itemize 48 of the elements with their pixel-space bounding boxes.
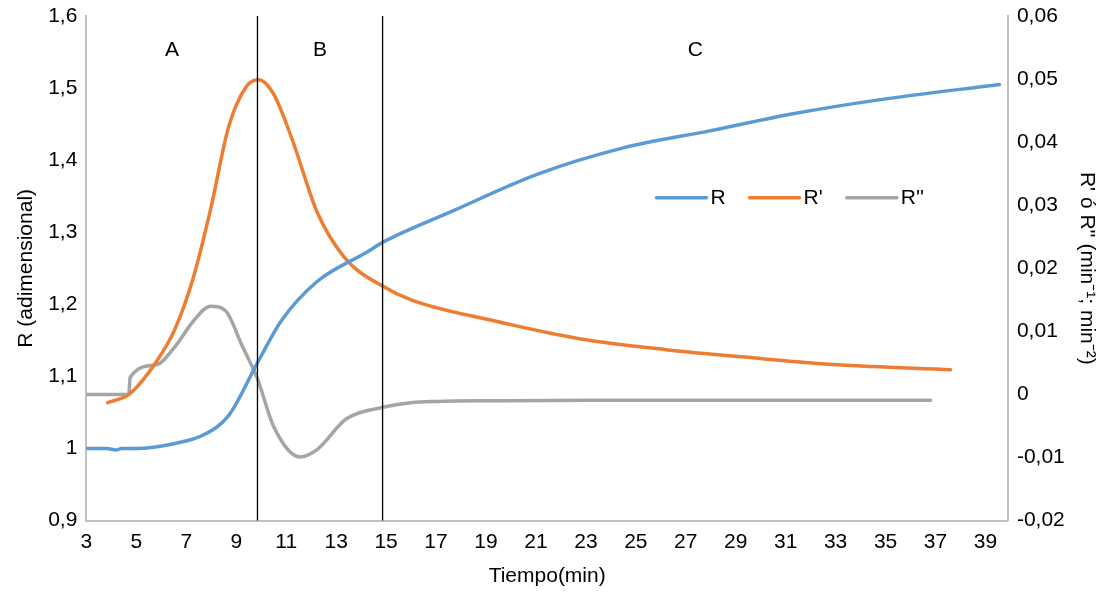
y2-tick-label: 0,05 xyxy=(1016,65,1058,89)
x-tick-label: 13 xyxy=(324,529,348,552)
y2-tick-label: 0,01 xyxy=(1016,318,1058,342)
line-series xyxy=(105,77,953,405)
line-series xyxy=(86,304,933,459)
x-tick-label: 23 xyxy=(574,529,598,552)
legend-label: R' xyxy=(803,185,823,209)
y-tick-label: 1,3 xyxy=(48,219,78,243)
y2-axis-title: R' ó R'' (min⁻¹; min⁻²) xyxy=(1076,171,1100,365)
x-tick-label: 5 xyxy=(130,529,143,552)
x-tick-label: 33 xyxy=(823,529,848,552)
y2-tick-label: 0,03 xyxy=(1016,192,1058,216)
x-tick-label: 7 xyxy=(180,529,193,552)
legend-label: R xyxy=(710,185,726,209)
x-tick-label: 11 xyxy=(275,529,298,552)
x-tick-label: 3 xyxy=(80,529,93,552)
line-series xyxy=(86,82,1002,452)
legend-label: R'' xyxy=(900,185,924,209)
x-tick-label: 31 xyxy=(773,529,798,552)
y-tick-label: 1,1 xyxy=(48,363,78,387)
x-tick-label: 17 xyxy=(424,529,448,552)
y2-tick-label: -0,01 xyxy=(1016,444,1065,468)
y-axis-title: R (adimensional) xyxy=(13,188,37,348)
x-tick-label: 19 xyxy=(474,529,498,552)
x-tick-label: 15 xyxy=(374,529,398,552)
y2-tick-label: 0,06 xyxy=(1016,2,1058,26)
y-tick-label: 1,2 xyxy=(48,291,78,315)
annotation: B xyxy=(313,36,328,60)
x-tick-label: 39 xyxy=(973,529,998,552)
annotation: C xyxy=(687,36,703,60)
x-tick-label: 37 xyxy=(923,529,948,552)
x-tick-label: 21 xyxy=(524,529,548,552)
y2-tick-label: -0,02 xyxy=(1016,507,1065,531)
x-tick-label: 29 xyxy=(724,529,748,552)
y-tick-label: 1,4 xyxy=(48,146,78,170)
y-tick-label: 1,5 xyxy=(48,74,78,98)
y-tick-label: 0,9 xyxy=(48,507,78,531)
x-tick-label: 25 xyxy=(624,529,648,552)
y-tick-label: 1 xyxy=(65,435,78,459)
y-tick-label: 1,6 xyxy=(48,2,78,26)
x-tick-label: 35 xyxy=(873,529,898,552)
y2-tick-label: 0,04 xyxy=(1016,128,1059,152)
x-tick-label: 27 xyxy=(674,529,698,552)
y2-tick-label: 0 xyxy=(1016,381,1029,405)
annotation: A xyxy=(164,36,179,60)
y2-tick-label: 0,02 xyxy=(1016,255,1058,279)
x-tick-label: 9 xyxy=(230,529,243,552)
x-axis-title: Tiempo(min) xyxy=(488,563,606,587)
